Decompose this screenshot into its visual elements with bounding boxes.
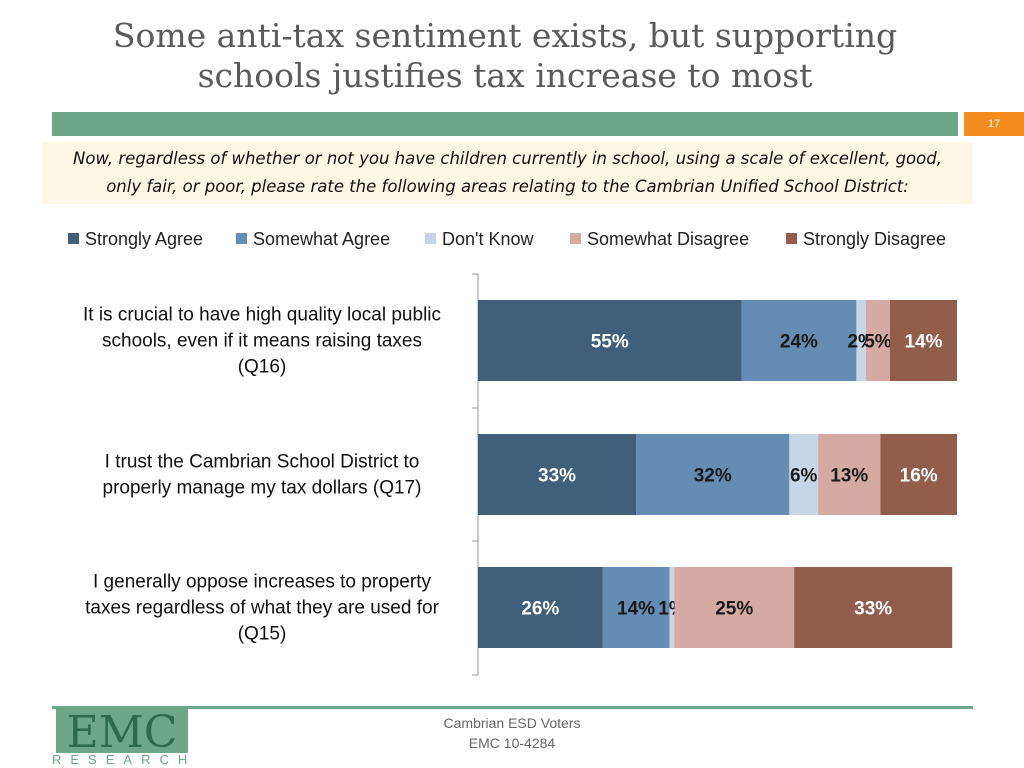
legend-label: Somewhat Agree	[253, 229, 390, 249]
data-label: 13%	[830, 466, 868, 487]
legend-label: Strongly Disagree	[803, 229, 946, 249]
category-label: I trust the Cambrian School District to	[105, 452, 420, 473]
bar-segment	[478, 300, 742, 381]
bar-segment	[478, 567, 603, 648]
bar-segment	[880, 434, 957, 515]
emc-research-logo: EMC RESEARCH	[52, 709, 192, 765]
data-label: 14%	[617, 599, 655, 620]
data-label: 55%	[591, 332, 629, 353]
slide-title: Some anti-tax sentiment exists, but supp…	[70, 16, 940, 96]
data-label: 32%	[694, 466, 732, 487]
title-line-1: Some anti-tax sentiment exists, but supp…	[112, 16, 898, 55]
bar-segment	[674, 567, 795, 648]
bar-segment	[636, 434, 790, 515]
data-label: 6%	[790, 466, 818, 487]
footer-line-1: Cambrian ESD Voters	[443, 715, 581, 731]
bar-segment	[865, 300, 890, 381]
category-label: I generally oppose increases to property	[93, 572, 431, 593]
legend-swatch	[236, 233, 247, 244]
category-label: schools, even if it means raising taxes	[102, 331, 422, 352]
footer-divider	[52, 706, 973, 709]
legend-label: Don't Know	[442, 229, 534, 249]
category-label: (Q15)	[238, 624, 287, 645]
logo-subtext: RESEARCH	[52, 752, 192, 765]
bar-segment	[478, 434, 637, 515]
legend-swatch	[425, 233, 436, 244]
data-label: 26%	[521, 599, 559, 620]
legend-swatch	[786, 233, 797, 244]
bar-segment	[794, 567, 953, 648]
footer-text: Cambrian ESD Voters EMC 10-4284	[412, 713, 612, 753]
legend-swatch	[68, 233, 79, 244]
category-label: taxes regardless of what they are used f…	[85, 598, 439, 619]
question-text: Now, regardless of whether or not you ha…	[73, 149, 942, 196]
category-label: It is crucial to have high quality local…	[83, 305, 441, 326]
title-divider-bar	[52, 112, 958, 136]
category-label: (Q16)	[238, 357, 287, 378]
bar-segment	[789, 434, 819, 515]
stacked-bar-chart: Strongly Agree Somewhat Agree Don't Know So…	[68, 229, 957, 676]
data-label: 25%	[715, 599, 753, 620]
category-label: properly manage my tax dollars (Q17)	[103, 478, 422, 499]
data-label: 33%	[854, 599, 892, 620]
logo-text: EMC	[67, 709, 178, 758]
legend-label: Strongly Agree	[85, 229, 203, 249]
data-label: 14%	[904, 332, 942, 353]
data-label: 5%	[864, 332, 892, 353]
question-box: Now, regardless of whether or not you ha…	[42, 142, 973, 204]
bar-segment	[818, 434, 881, 515]
bar-segment	[889, 300, 957, 381]
bar-segment	[741, 300, 857, 381]
page-number-badge: 17	[964, 112, 1024, 136]
data-label: 24%	[780, 332, 818, 353]
bar-segment	[602, 567, 670, 648]
legend-swatch	[570, 233, 581, 244]
legend-label: Somewhat Disagree	[587, 229, 749, 249]
data-label: 33%	[538, 466, 576, 487]
bar-segment	[856, 300, 866, 381]
title-line-2: schools justifies tax increase to most	[197, 56, 813, 95]
data-label: 16%	[900, 466, 938, 487]
bar-segment	[669, 567, 675, 648]
footer-line-2: EMC 10-4284	[468, 735, 556, 751]
